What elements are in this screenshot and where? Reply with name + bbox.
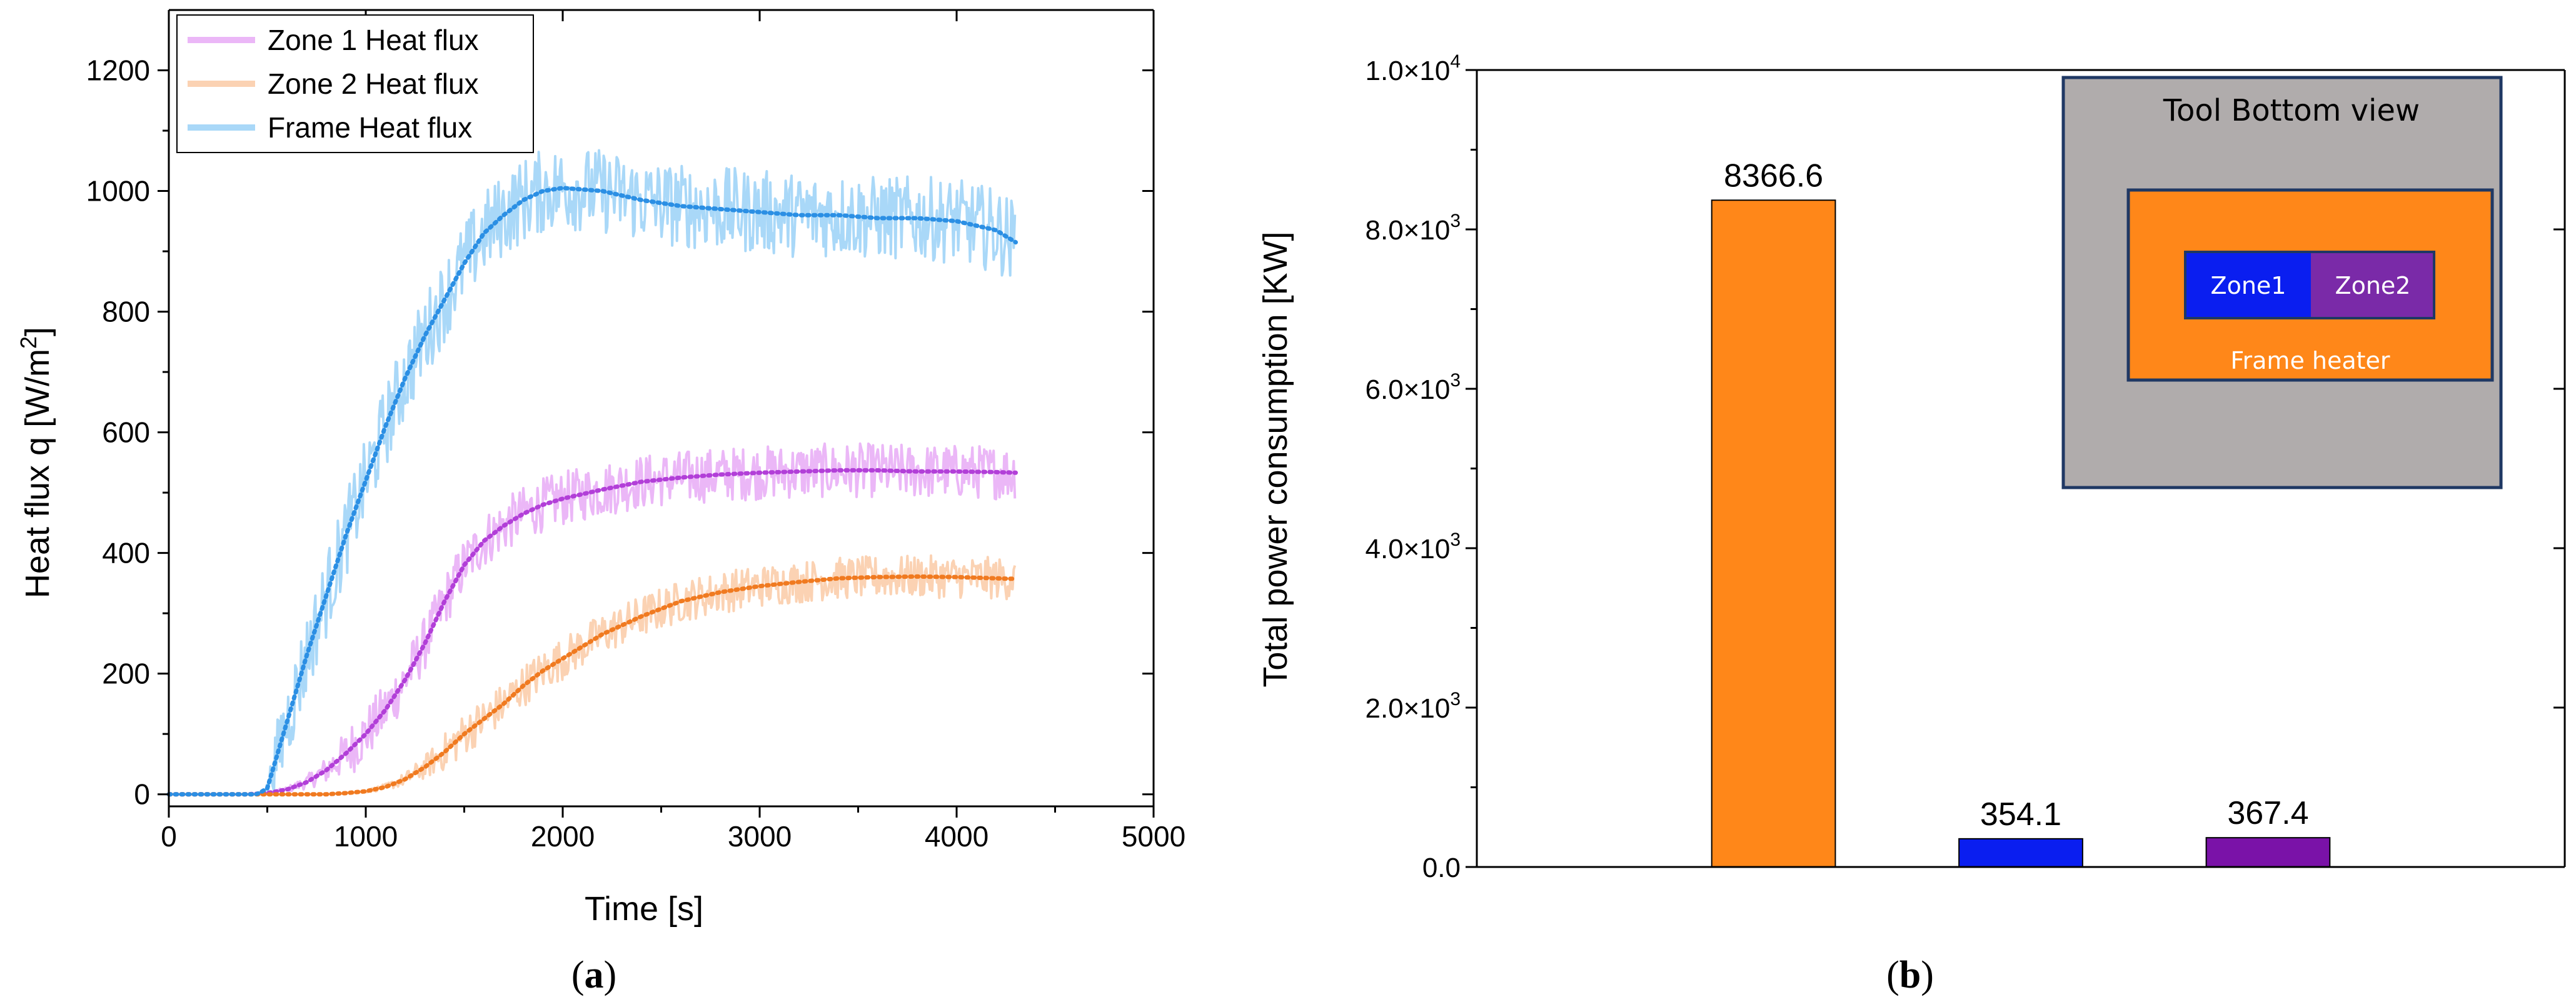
a-x-tick-label: 3000 [728, 820, 792, 853]
a-series-raw-2 [168, 149, 1017, 796]
a-x-tick-label: 2000 [531, 820, 595, 853]
zone-border [2184, 251, 2435, 319]
a-legend: Zone 1 Heat flux Zone 2 Heat flux Frame … [176, 14, 534, 153]
a-x-tick-label: 1000 [334, 820, 398, 853]
a-y-tick-label: 800 [102, 296, 150, 328]
a-legend-label-zone1: Zone 1 Heat flux [268, 24, 479, 56]
panel-b-label: (b) [1886, 954, 1934, 996]
a-y-tick-label: 1000 [86, 175, 150, 208]
inset-title: Tool Bottom view [2163, 93, 2420, 128]
a-y-axis-label-sup: 2 [16, 336, 41, 349]
panel-a-letter: a [585, 954, 604, 996]
a-series-raw-0 [168, 442, 1017, 796]
b-axes [1466, 69, 2566, 868]
zone2-region [2311, 252, 2434, 318]
b-bar-1 [1958, 838, 2083, 868]
frame-heater-label: Frame heater [2230, 347, 2390, 374]
a-y-tick-label: 400 [102, 537, 150, 569]
b-bars: 8366.6 354.1 367.4 [1711, 158, 2331, 868]
panel-b-chart: 8366.6 354.1 367.4 0.0 2.0×103 4.0×103 6.0×10… [1257, 51, 2566, 996]
panel-a-chart: 0 1000 2000 3000 4000 5000 0 200 400 600 800 1000 12… [16, 9, 1186, 996]
tool-bottom-view-inset: Tool Bottom view Zone1 Zone2 Frame heate… [2061, 76, 2503, 489]
panel-a-label: (a) [571, 954, 616, 996]
b-bar-0 [1711, 199, 1836, 868]
a-y-axis-label-close: ] [19, 327, 56, 336]
a-tick-labels: 0 1000 2000 3000 4000 5000 0 200 400 600 800 1000 12… [86, 54, 1186, 853]
a-x-axis-label: Time [s] [585, 890, 703, 928]
a-y-tick-label: 600 [102, 416, 150, 449]
a-y-axis-label-main: Heat flux q [W/m [19, 349, 56, 598]
a-series-fit-1 [166, 574, 1018, 797]
a-x-tick-label: 5000 [1122, 820, 1185, 853]
a-y-axis-label: Heat flux q [W/m2] [16, 327, 56, 598]
a-y-tick-label: 200 [102, 658, 150, 690]
a-series-fit-2 [166, 186, 1018, 797]
a-plot-area [166, 149, 1018, 797]
b-y-tick-label: 0.0 [1422, 853, 1461, 883]
zone1-label: Zone1 [2211, 272, 2287, 299]
b-bar-value-label-1: 354.1 [1980, 796, 2061, 833]
b-y-tick-label: 2.0×103 [1366, 689, 1461, 724]
a-legend-label-zone2: Zone 2 Heat flux [268, 68, 479, 100]
b-tick-labels: 0.0 2.0×103 4.0×103 6.0×103 8.0×103 1.0×104 [1366, 51, 1461, 883]
a-legend-label-frame: Frame Heat flux [268, 111, 472, 144]
b-bar-2 [2205, 837, 2331, 868]
b-y-tick-label: 4.0×103 [1366, 529, 1461, 564]
b-y-tick-label: 1.0×104 [1366, 51, 1461, 86]
a-axes [158, 9, 1155, 818]
b-y-tick-label: 6.0×103 [1366, 370, 1461, 405]
a-series-fit-0 [166, 468, 1018, 797]
b-y-tick-label: 8.0×103 [1366, 211, 1461, 246]
zone1-region [2185, 252, 2311, 318]
a-y-tick-label: 0 [134, 778, 150, 811]
zone2-label: Zone2 [2335, 272, 2411, 299]
panel-b-letter: b [1899, 954, 1921, 996]
b-bar-value-label-2: 367.4 [2227, 795, 2308, 831]
a-y-tick-label: 1200 [86, 54, 150, 87]
a-x-tick-label: 4000 [925, 820, 989, 853]
b-bar-value-label-0: 8366.6 [1724, 158, 1823, 194]
b-y-axis-label: Total power consumption [KW] [1257, 231, 1294, 687]
a-x-tick-label: 0 [161, 820, 177, 853]
